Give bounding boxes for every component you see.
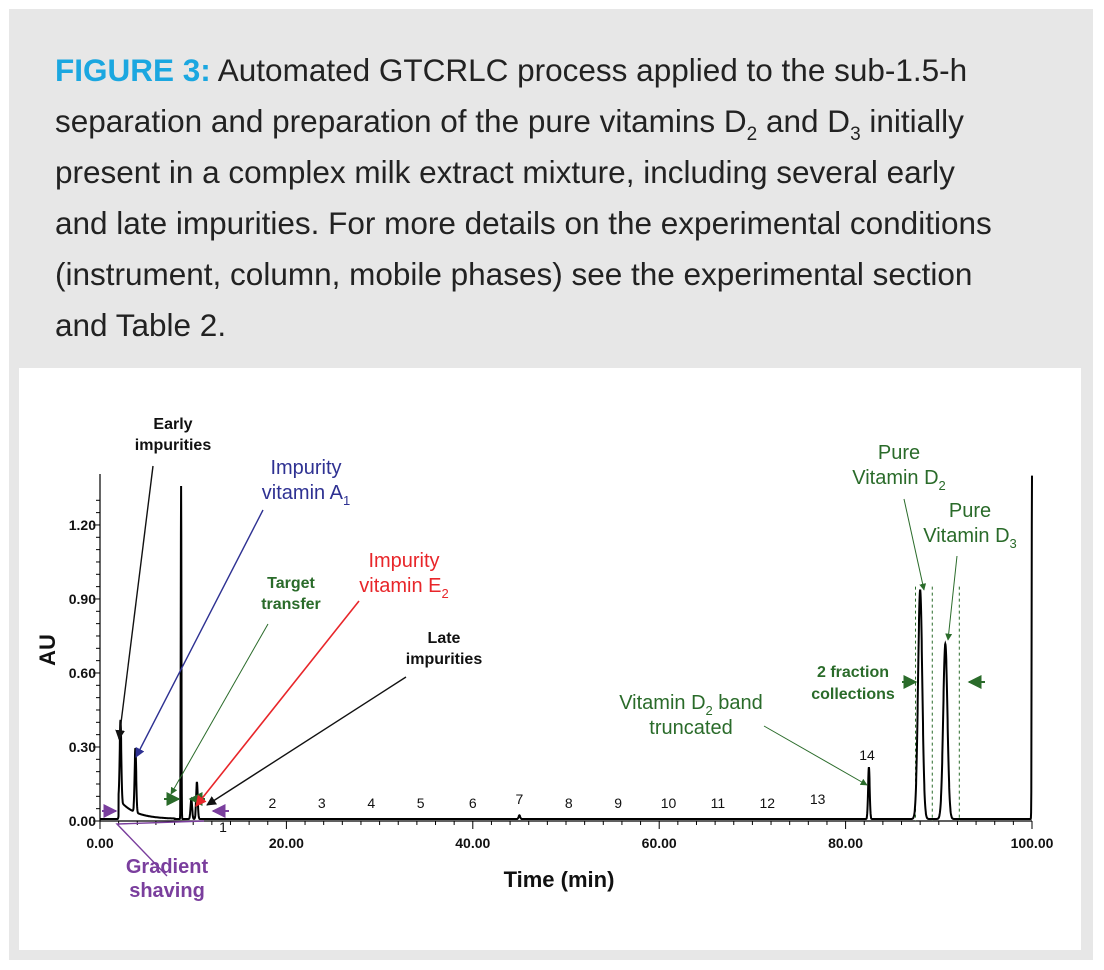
- x-tick-label: 0.00: [86, 835, 113, 851]
- caption-sub-2: 2: [746, 124, 758, 145]
- cycle-label: 12: [760, 795, 776, 811]
- x-ticks: 0.00 20.00 40.00 60.00 80.00 100.00: [86, 821, 1054, 851]
- caption-text-2c: initially: [860, 103, 964, 139]
- x-tick-label: 100.00: [1011, 835, 1054, 851]
- caption-sub-3: 3: [850, 124, 861, 145]
- caption-line-6: and Table 2.: [55, 307, 227, 343]
- x-tick-label: 80.00: [828, 835, 863, 851]
- x-tick-label: 20.00: [269, 835, 304, 851]
- late-impurities-label-1: Late: [428, 630, 461, 647]
- y-tick-label: 0.00: [69, 813, 96, 829]
- vitamin-a-label-2: vitamin A1: [262, 482, 350, 508]
- annotation-leaders: [115, 465, 958, 877]
- pure-d3-label-2: Vitamin D3: [923, 525, 1017, 551]
- caption-line-3: present in a complex milk extract mixtur…: [55, 154, 955, 190]
- target-transfer-label-2: transfer: [261, 596, 321, 613]
- target-transfer-leader: [170, 623, 269, 795]
- x-tick-label: 60.00: [642, 835, 677, 851]
- baseline-markers: [102, 675, 985, 818]
- y-tick-label: 0.90: [69, 591, 96, 607]
- caption-text-1: Automated GTCRLC process applied to the …: [217, 52, 968, 88]
- fraction-label-2: collections: [811, 686, 895, 703]
- late-impurities-label-2: impurities: [406, 651, 483, 668]
- figure-caption: FIGURE 3: Automated GTCRLC process appli…: [55, 45, 1075, 351]
- figure-label: FIGURE 3:: [55, 52, 211, 88]
- pure-d2-label-2: Vitamin D2: [852, 467, 946, 493]
- vitamin-a-label-1: Impurity: [270, 457, 341, 479]
- x-tick-label: 40.00: [455, 835, 490, 851]
- cycle-label: 7: [516, 791, 524, 807]
- y-tick-label: 0.30: [69, 739, 96, 755]
- vitamin-e-leader: [195, 600, 360, 807]
- cycle-label: 5: [417, 795, 425, 811]
- y-axis-label: AU: [35, 634, 60, 666]
- x-axis-label: Time (min): [504, 867, 615, 892]
- vitamin-e-label-1: Impurity: [368, 550, 439, 572]
- chromatogram-trace: [100, 475, 1033, 820]
- caption-line-4: and late impurities. For more details on…: [55, 205, 992, 241]
- caption-text-2b: and D: [757, 103, 851, 139]
- d2-band-leader: [763, 725, 868, 786]
- cycle-label: 3: [318, 795, 326, 811]
- early-impurities-leader: [115, 465, 154, 740]
- cycle-label: 9: [614, 795, 622, 811]
- cycle-label: 8: [565, 795, 573, 811]
- pure-d3-label-1: Pure: [949, 500, 991, 522]
- vitamin-e-label-2: vitamin E2: [359, 575, 448, 601]
- cycle-label: 4: [367, 795, 375, 811]
- gradient-shaving-label-1: Gradient: [126, 856, 209, 878]
- cycle-label: 14: [859, 747, 875, 763]
- caption-line-2: separation and preparation of the pure v…: [55, 96, 1075, 147]
- caption-line-5: (instrument, column, mobile phases) see …: [55, 256, 973, 292]
- early-impurities-label-1: Early: [153, 416, 192, 433]
- y-tick-label: 1.20: [69, 517, 96, 533]
- cycle-label: 1: [219, 819, 227, 835]
- axes: [99, 474, 1032, 822]
- pure-d2-label-1: Pure: [878, 442, 920, 464]
- d2-band-label-1: Vitamin D2 band: [619, 692, 763, 718]
- pure-d2-leader: [903, 498, 927, 591]
- d2-band-label-2: truncated: [649, 717, 732, 739]
- cycle-label: 11: [711, 795, 726, 811]
- caption-text-2a: separation and preparation of the pure v…: [55, 103, 747, 139]
- cycle-label: 13: [810, 791, 826, 807]
- early-impurities-label-2: impurities: [135, 437, 212, 454]
- chart-panel: 0.00 20.00 40.00 60.00 80.00 100.00 0.00 0.30 0…: [19, 368, 1081, 950]
- vitamin-a-leader: [135, 509, 264, 758]
- cycle-label: 10: [661, 795, 677, 811]
- target-transfer-label-1: Target: [267, 575, 315, 592]
- gradient-shaving-label-2: shaving: [129, 880, 205, 902]
- chromatogram-chart: 0.00 20.00 40.00 60.00 80.00 100.00 0.000.300…: [35, 416, 1054, 902]
- caption-line-1: FIGURE 3: Automated GTCRLC process appli…: [55, 45, 1075, 96]
- pure-d3-leader: [945, 555, 958, 641]
- cycle-label: 6: [469, 795, 477, 811]
- y-tick-label: 0.60: [69, 665, 96, 681]
- gradient-shaving-leader: [115, 820, 205, 877]
- y-ticks: 0.00 0.30 0.60 0.90 1.20: [69, 499, 100, 829]
- fraction-label-1: 2 fraction: [817, 664, 889, 681]
- cycle-label: 2: [269, 795, 277, 811]
- late-impurities-leader: [206, 676, 407, 806]
